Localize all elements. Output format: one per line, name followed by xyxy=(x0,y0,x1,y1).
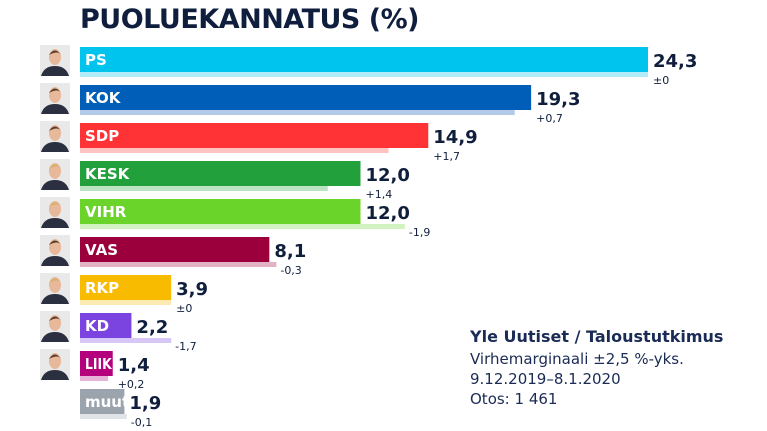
previous-bar xyxy=(80,224,405,229)
change-label: -1,7 xyxy=(175,340,196,353)
change-label: ±0 xyxy=(653,74,669,87)
previous-bar xyxy=(80,300,172,305)
bar-row-kd: KD 2,2 -1,7 xyxy=(40,311,197,353)
previous-bar xyxy=(80,110,515,115)
party-label: KESK xyxy=(85,165,131,183)
previous-bar xyxy=(80,186,328,191)
bar xyxy=(80,85,532,110)
bar-row-vas: VAS 8,1 -0,3 xyxy=(40,235,306,277)
previous-bar xyxy=(80,376,109,381)
bar xyxy=(80,47,648,72)
previous-bar xyxy=(80,148,389,153)
bar xyxy=(80,313,132,338)
party-label: PS xyxy=(85,51,107,69)
leader-portrait-icon xyxy=(40,45,70,76)
value-label: 24,3 xyxy=(653,51,697,72)
change-label: ±0 xyxy=(176,302,192,315)
bar-row-muut: muut 1,9 -0,1 xyxy=(80,389,161,429)
bar-row-sdp: SDP 14,9 +1,7 xyxy=(40,121,478,163)
previous-bar xyxy=(80,72,648,77)
bar-row-kok: KOK 19,3 +0,7 xyxy=(40,83,581,125)
leader-portrait-icon xyxy=(40,273,70,304)
change-label: +1,4 xyxy=(365,188,392,201)
change-label: -0,3 xyxy=(280,264,301,277)
sample-size: Otos: 1 461 xyxy=(470,390,558,408)
value-label: 2,2 xyxy=(136,317,168,338)
value-label: 12,0 xyxy=(365,203,409,224)
source-title: Yle Uutiset / Taloustutkimus xyxy=(470,327,724,346)
value-label: 19,3 xyxy=(536,89,580,110)
party-label: muut xyxy=(85,393,129,411)
bar-row-liik: LIIK 1,4 +0,2 xyxy=(40,349,150,391)
leader-portrait-icon xyxy=(40,121,70,152)
value-label: 1,9 xyxy=(129,393,161,414)
party-label: KOK xyxy=(85,89,122,107)
previous-bar xyxy=(80,262,277,267)
value-label: 14,9 xyxy=(433,127,477,148)
leader-portrait-icon xyxy=(40,311,70,342)
leader-portrait-icon xyxy=(40,349,70,380)
party-label: KD xyxy=(85,317,109,335)
leader-portrait-icon xyxy=(40,197,70,228)
leader-portrait-icon xyxy=(40,159,70,190)
value-label: 8,1 xyxy=(274,241,306,262)
chart-title: PUOLUEKANNATUS (%) xyxy=(80,4,420,35)
change-label: +0,7 xyxy=(536,112,563,125)
bar xyxy=(80,351,113,376)
survey-dates: 9.12.2019–8.1.2020 xyxy=(470,370,621,388)
bar xyxy=(80,199,361,224)
previous-bar xyxy=(80,414,127,419)
party-label: LIIK xyxy=(85,355,113,373)
value-label: 1,4 xyxy=(118,355,150,376)
bar-row-kesk: KESK 12,0 +1,4 xyxy=(40,159,410,201)
value-label: 12,0 xyxy=(365,165,409,186)
value-label: 3,9 xyxy=(176,279,208,300)
bar-row-vihr: VIHR 12,0-1,9 xyxy=(40,197,430,239)
bar xyxy=(80,161,361,186)
party-label: VIHR xyxy=(85,203,127,221)
change-label: +0,2 xyxy=(118,378,145,391)
party-label: VAS xyxy=(85,241,118,259)
party-label: RKP xyxy=(85,279,119,297)
bar xyxy=(80,123,429,148)
error-margin: Virhemarginaali ±2,5 %-yks. xyxy=(470,350,684,368)
change-label: -0,1 xyxy=(131,416,152,429)
bar xyxy=(80,389,125,414)
previous-bar xyxy=(80,338,172,343)
leader-portrait-icon xyxy=(40,235,70,266)
change-label: +1,7 xyxy=(433,150,460,163)
leader-portrait-icon xyxy=(40,83,70,114)
bar xyxy=(80,275,172,300)
bar xyxy=(80,237,270,262)
bar-row-rkp: RKP 3,9 ±0 xyxy=(40,273,208,315)
bar-row-ps: PS 24,3 ±0 xyxy=(40,45,697,87)
party-label: SDP xyxy=(85,127,119,145)
change-label: -1,9 xyxy=(409,226,430,239)
